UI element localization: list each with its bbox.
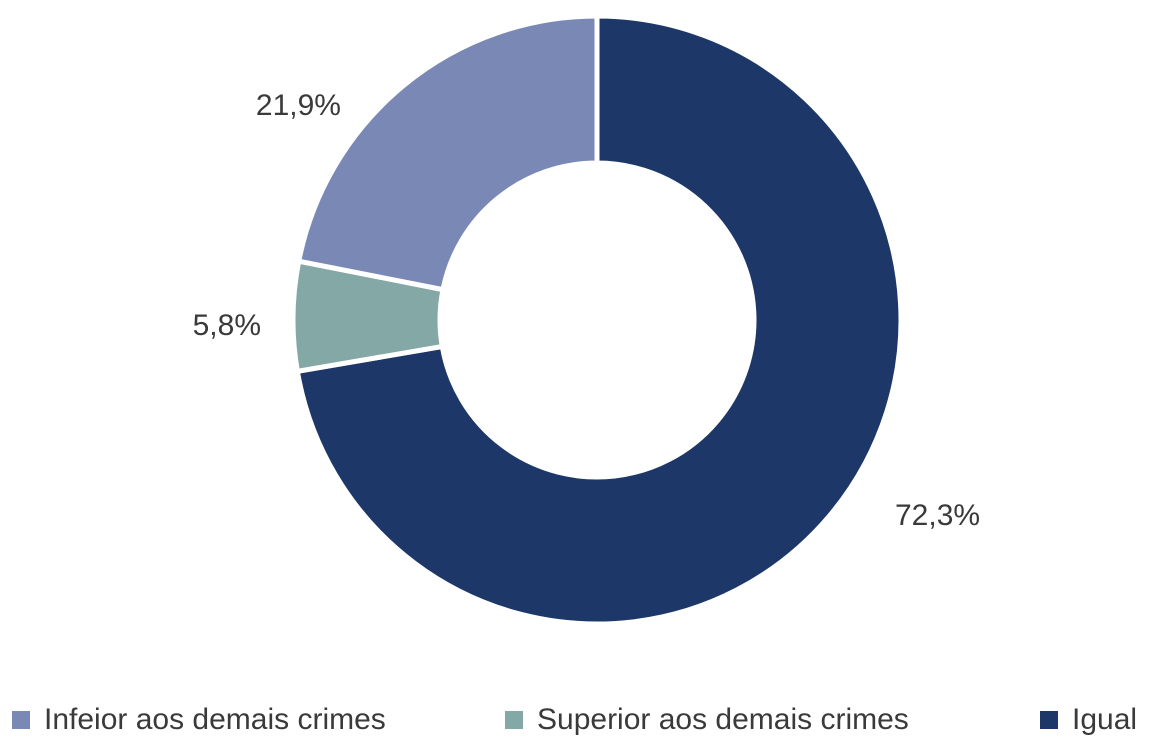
legend-label-superior: Superior aos demais crimes (537, 703, 909, 736)
slice-inferior (295, 13, 600, 293)
data-label-inferior: 21,9% (256, 89, 341, 122)
legend-swatch-igual (1040, 711, 1058, 729)
data-label-superior: 5,8% (193, 309, 261, 342)
slices-group (290, 13, 904, 627)
legend-swatch-inferior (12, 711, 30, 729)
donut-chart: 72,3% 5,8% 21,9% (192, 13, 981, 627)
legend-item-superior: Superior aos demais crimes (505, 700, 909, 740)
legend-label-inferior: Infeior aos demais crimes (44, 703, 386, 736)
legend-swatch-superior (505, 711, 523, 729)
legend-label-igual: Igual (1072, 703, 1138, 736)
data-label-igual: 72,3% (895, 499, 980, 532)
data-labels-group: 72,3% 5,8% 21,9% (193, 89, 980, 532)
slice-igual (294, 13, 904, 627)
legend-item-inferior: Infeior aos demais crimes (12, 700, 386, 740)
legend-item-igual: Igual (1040, 700, 1137, 740)
chart-legend: Infeior aos demais crimes Superior aos d… (0, 700, 1153, 740)
